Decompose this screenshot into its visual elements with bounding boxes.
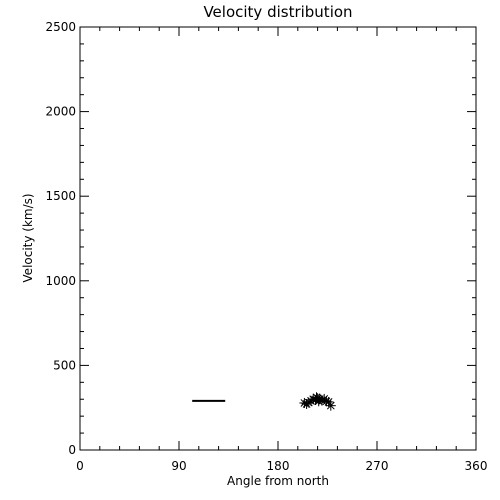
x-tick-label: 270 [366,459,389,473]
x-tick-label: 360 [465,459,488,473]
y-tick-label: 500 [53,358,76,372]
scatter-points [299,392,336,411]
scatter-point [311,392,322,403]
x-tick-label: 180 [267,459,290,473]
x-axis-label: Angle from north [227,474,329,488]
y-tick-label: 1000 [45,274,76,288]
y-tick-label: 1500 [45,189,76,203]
plot-frame [79,26,477,451]
y-tick-label: 2000 [45,105,76,119]
x-tick-label: 0 [76,459,84,473]
scatter-point [325,400,336,411]
y-tick-label: 0 [68,443,76,457]
y-tick-label: 2500 [45,20,76,34]
y-axis-tick-labels: 0 500 1000 1500 2000 2500 [45,20,76,457]
chart-title: Velocity distribution [203,3,352,21]
x-axis-ticks [79,27,477,450]
y-axis-ticks [80,26,476,451]
scatter-point [313,396,324,407]
x-tick-label: 90 [171,459,186,473]
x-axis-tick-labels: 0 90 180 270 360 [76,459,487,473]
y-axis-label: Velocity (km/s) [21,193,35,282]
